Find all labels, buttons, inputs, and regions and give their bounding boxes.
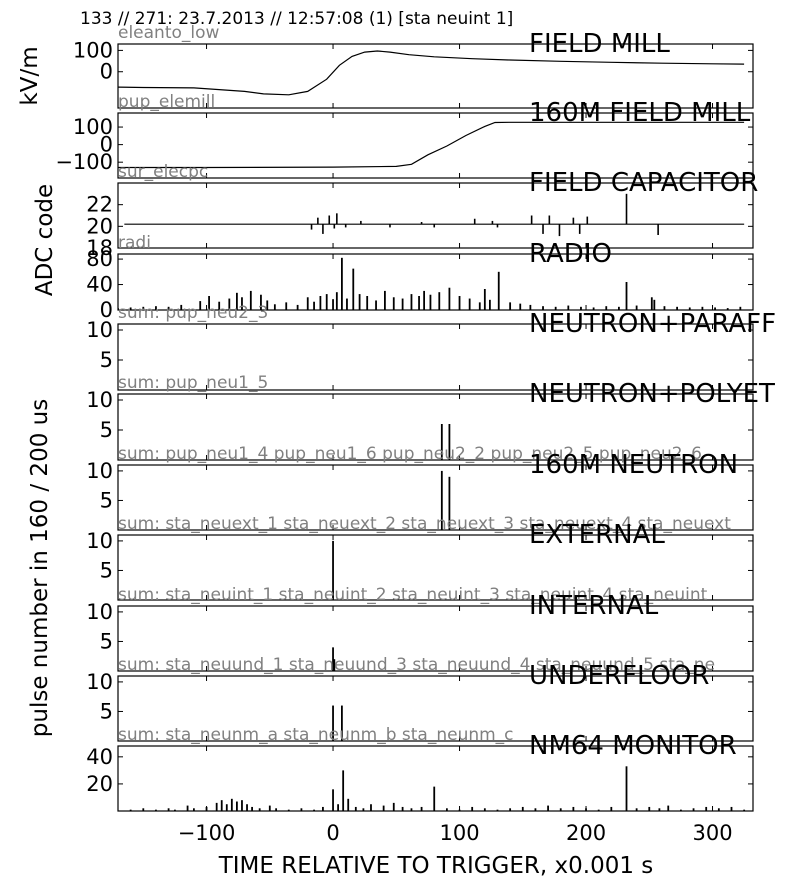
plot-area — [124, 193, 745, 237]
plot-area — [440, 470, 451, 530]
series-source-label: sum: pup_neu1_4 pup_neu1_6 pup_neu2_2 pu… — [118, 444, 702, 464]
y-tick-label: 40 — [86, 745, 113, 769]
panel-frame — [117, 112, 754, 179]
y-tick-label: 40 — [86, 273, 113, 297]
panel-frame — [117, 323, 754, 391]
series-source-label: sum: pup_neu2_3 — [118, 303, 268, 323]
y-tick-label: 5 — [100, 348, 113, 372]
panel-title: INTERNAL — [529, 591, 659, 621]
panel-title: UNDERFLOOR — [529, 661, 710, 691]
panel-frame — [117, 534, 754, 601]
series-source-label: pup_elemill — [118, 92, 215, 112]
y-tick-label: 0 — [100, 60, 113, 84]
panel-frame — [117, 464, 754, 531]
panel-title: NEUTRON+PARAFF — [529, 309, 776, 339]
plot-area — [118, 50, 745, 96]
series-source-label: sum: sta_neuext_1 sta_neuext_2 sta_neuex… — [118, 514, 731, 534]
panel-frame — [117, 393, 754, 461]
y-tick-label: 10 — [86, 600, 113, 624]
panel-title: FIELD CAPACITOR — [529, 168, 758, 198]
series-source-label: sur_elecpc — [118, 162, 208, 182]
panel-frame — [117, 182, 754, 249]
y-tick-label: 10 — [86, 388, 113, 412]
x-tick-label: 100 — [439, 821, 479, 845]
y-tick-label: 80 — [86, 247, 113, 271]
y-tick-label: 10 — [86, 670, 113, 694]
y-tick-label: 20 — [86, 214, 113, 238]
panel-title: NEUTRON+POLYET — [529, 379, 775, 409]
x-axis-label: TIME RELATIVE TO TRIGGER, x0.001 s — [218, 853, 654, 879]
panel-frame — [117, 675, 754, 742]
panel-frame — [117, 253, 754, 311]
plot-area — [129, 766, 746, 811]
x-tick-label: 0 — [326, 821, 339, 845]
series-source-label: radi — [118, 233, 151, 253]
y-tick-label: 0 — [100, 298, 113, 322]
plot-area — [332, 647, 336, 671]
panel-frame — [117, 605, 754, 672]
y-tick-label: 5 — [100, 629, 113, 653]
y-tick-label: 18 — [86, 236, 113, 260]
y-tick-label: 10 — [86, 318, 113, 342]
panel-frame — [117, 745, 754, 812]
y-tick-label: 10 — [86, 529, 113, 553]
y-tick-label: 10 — [86, 459, 113, 483]
y-tick-label: 0 — [100, 133, 113, 157]
series-source-label: sum: sta_neuint_1 sta_neuint_2 sta_neuin… — [118, 585, 708, 605]
y-tick-label: 5 — [100, 418, 113, 442]
panel-title: FIELD MILL — [529, 29, 670, 59]
plot-area — [118, 257, 742, 310]
panel-title: 160M NEUTRON — [529, 450, 738, 480]
y-tick-label: 100 — [73, 38, 113, 62]
plot-area — [440, 424, 451, 460]
chart-header: 133 // 271: 23.7.2013 // 12:57:08 (1) [s… — [80, 9, 513, 29]
panel-title: RADIO — [529, 239, 612, 269]
y-tick-label: 5 — [100, 488, 113, 512]
series-line — [118, 50, 745, 96]
series-source-label: sum: pup_neu1_5 — [118, 373, 268, 393]
y-axis-label-kvm: kV/m — [17, 46, 43, 105]
series-source-label: sum: sta_neuund_1 sta_neuund_3 sta_neuun… — [118, 655, 715, 675]
y-axis-label-adc: ADC code — [32, 184, 58, 296]
panel-title: NM64 MONITOR — [529, 731, 737, 761]
panel-title: EXTERNAL — [529, 520, 665, 550]
y-tick-label: −100 — [55, 150, 113, 174]
plot-area — [332, 705, 343, 741]
x-tick-label: −100 — [178, 821, 236, 845]
x-tick-label: 200 — [566, 821, 606, 845]
x-tick-label: 300 — [692, 821, 732, 845]
y-tick-label: 22 — [86, 193, 113, 217]
y-tick-label: 5 — [100, 699, 113, 723]
series-line — [118, 121, 745, 169]
series-source-label: sum: sta_neunm_a sta_neunm_b sta_neunm_c — [118, 725, 514, 745]
panel-title: 160M FIELD MILL — [529, 98, 751, 128]
panel-frame — [117, 43, 754, 109]
plot-area — [118, 121, 745, 169]
y-tick-label: 100 — [73, 115, 113, 139]
y-tick-label: 20 — [86, 772, 113, 796]
series-source-label: eleanto_low — [118, 23, 220, 43]
y-tick-label: 5 — [100, 558, 113, 582]
y-axis-label-pulse: pulse number in 160 / 200 us — [27, 399, 53, 737]
